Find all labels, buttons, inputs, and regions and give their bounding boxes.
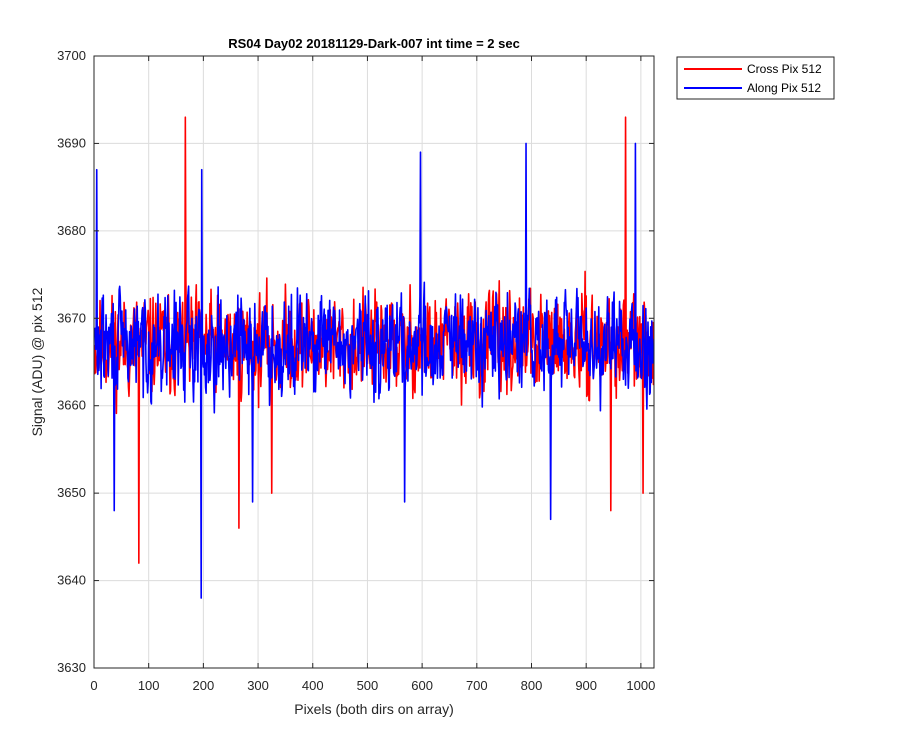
x-tick-label: 500 (357, 678, 379, 693)
x-tick-label: 900 (575, 678, 597, 693)
chart-title: RS04 Day02 20181129-Dark-007 int time = … (228, 36, 520, 51)
x-tick-label: 0 (90, 678, 97, 693)
series-line-along-pix-512 (94, 142, 654, 599)
x-tick-label: 1000 (626, 678, 655, 693)
y-tick-label: 3690 (57, 135, 86, 150)
legend-box (676, 56, 835, 100)
plot-frame (93, 55, 655, 669)
y-axis-label: Signal (ADU) @ pix 512 (29, 287, 45, 436)
legend-label-along: Along Pix 512 (747, 81, 821, 95)
x-tick-label: 300 (247, 678, 269, 693)
x-tick-label: 200 (193, 678, 215, 693)
legend: Cross Pix 512 Along Pix 512 (676, 56, 835, 100)
y-tick-label: 3700 (57, 48, 86, 63)
y-tick-label: 3670 (57, 310, 86, 325)
series-layer (94, 116, 654, 599)
legend-label-cross: Cross Pix 512 (747, 62, 822, 76)
y-tick-label: 3630 (57, 660, 86, 675)
y-tick-label: 3640 (57, 573, 86, 588)
y-tick-label: 3660 (57, 398, 86, 413)
series-line-cross-pix-512 (94, 116, 654, 564)
y-tick-label: 3650 (57, 485, 86, 500)
x-tick-label: 800 (521, 678, 543, 693)
x-tick-label: 700 (466, 678, 488, 693)
x-axis-label: Pixels (both dirs on array) (294, 701, 454, 717)
y-tick-label: 3680 (57, 223, 86, 238)
x-tick-label: 100 (138, 678, 160, 693)
axis-ticks: 0 100 200 300 400 500 600 700 800 900 1000 3630 3640… (57, 48, 655, 693)
x-tick-label: 600 (411, 678, 433, 693)
x-tick-label: 400 (302, 678, 324, 693)
